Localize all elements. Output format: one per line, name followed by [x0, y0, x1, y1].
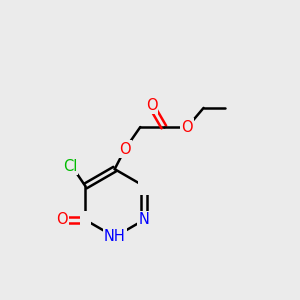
Text: O: O [119, 142, 131, 157]
Text: NH: NH [104, 230, 125, 244]
Text: O: O [146, 98, 157, 113]
Text: Cl: Cl [63, 158, 77, 173]
Text: O: O [182, 119, 193, 134]
Text: N: N [139, 212, 149, 227]
Text: O: O [56, 212, 68, 227]
